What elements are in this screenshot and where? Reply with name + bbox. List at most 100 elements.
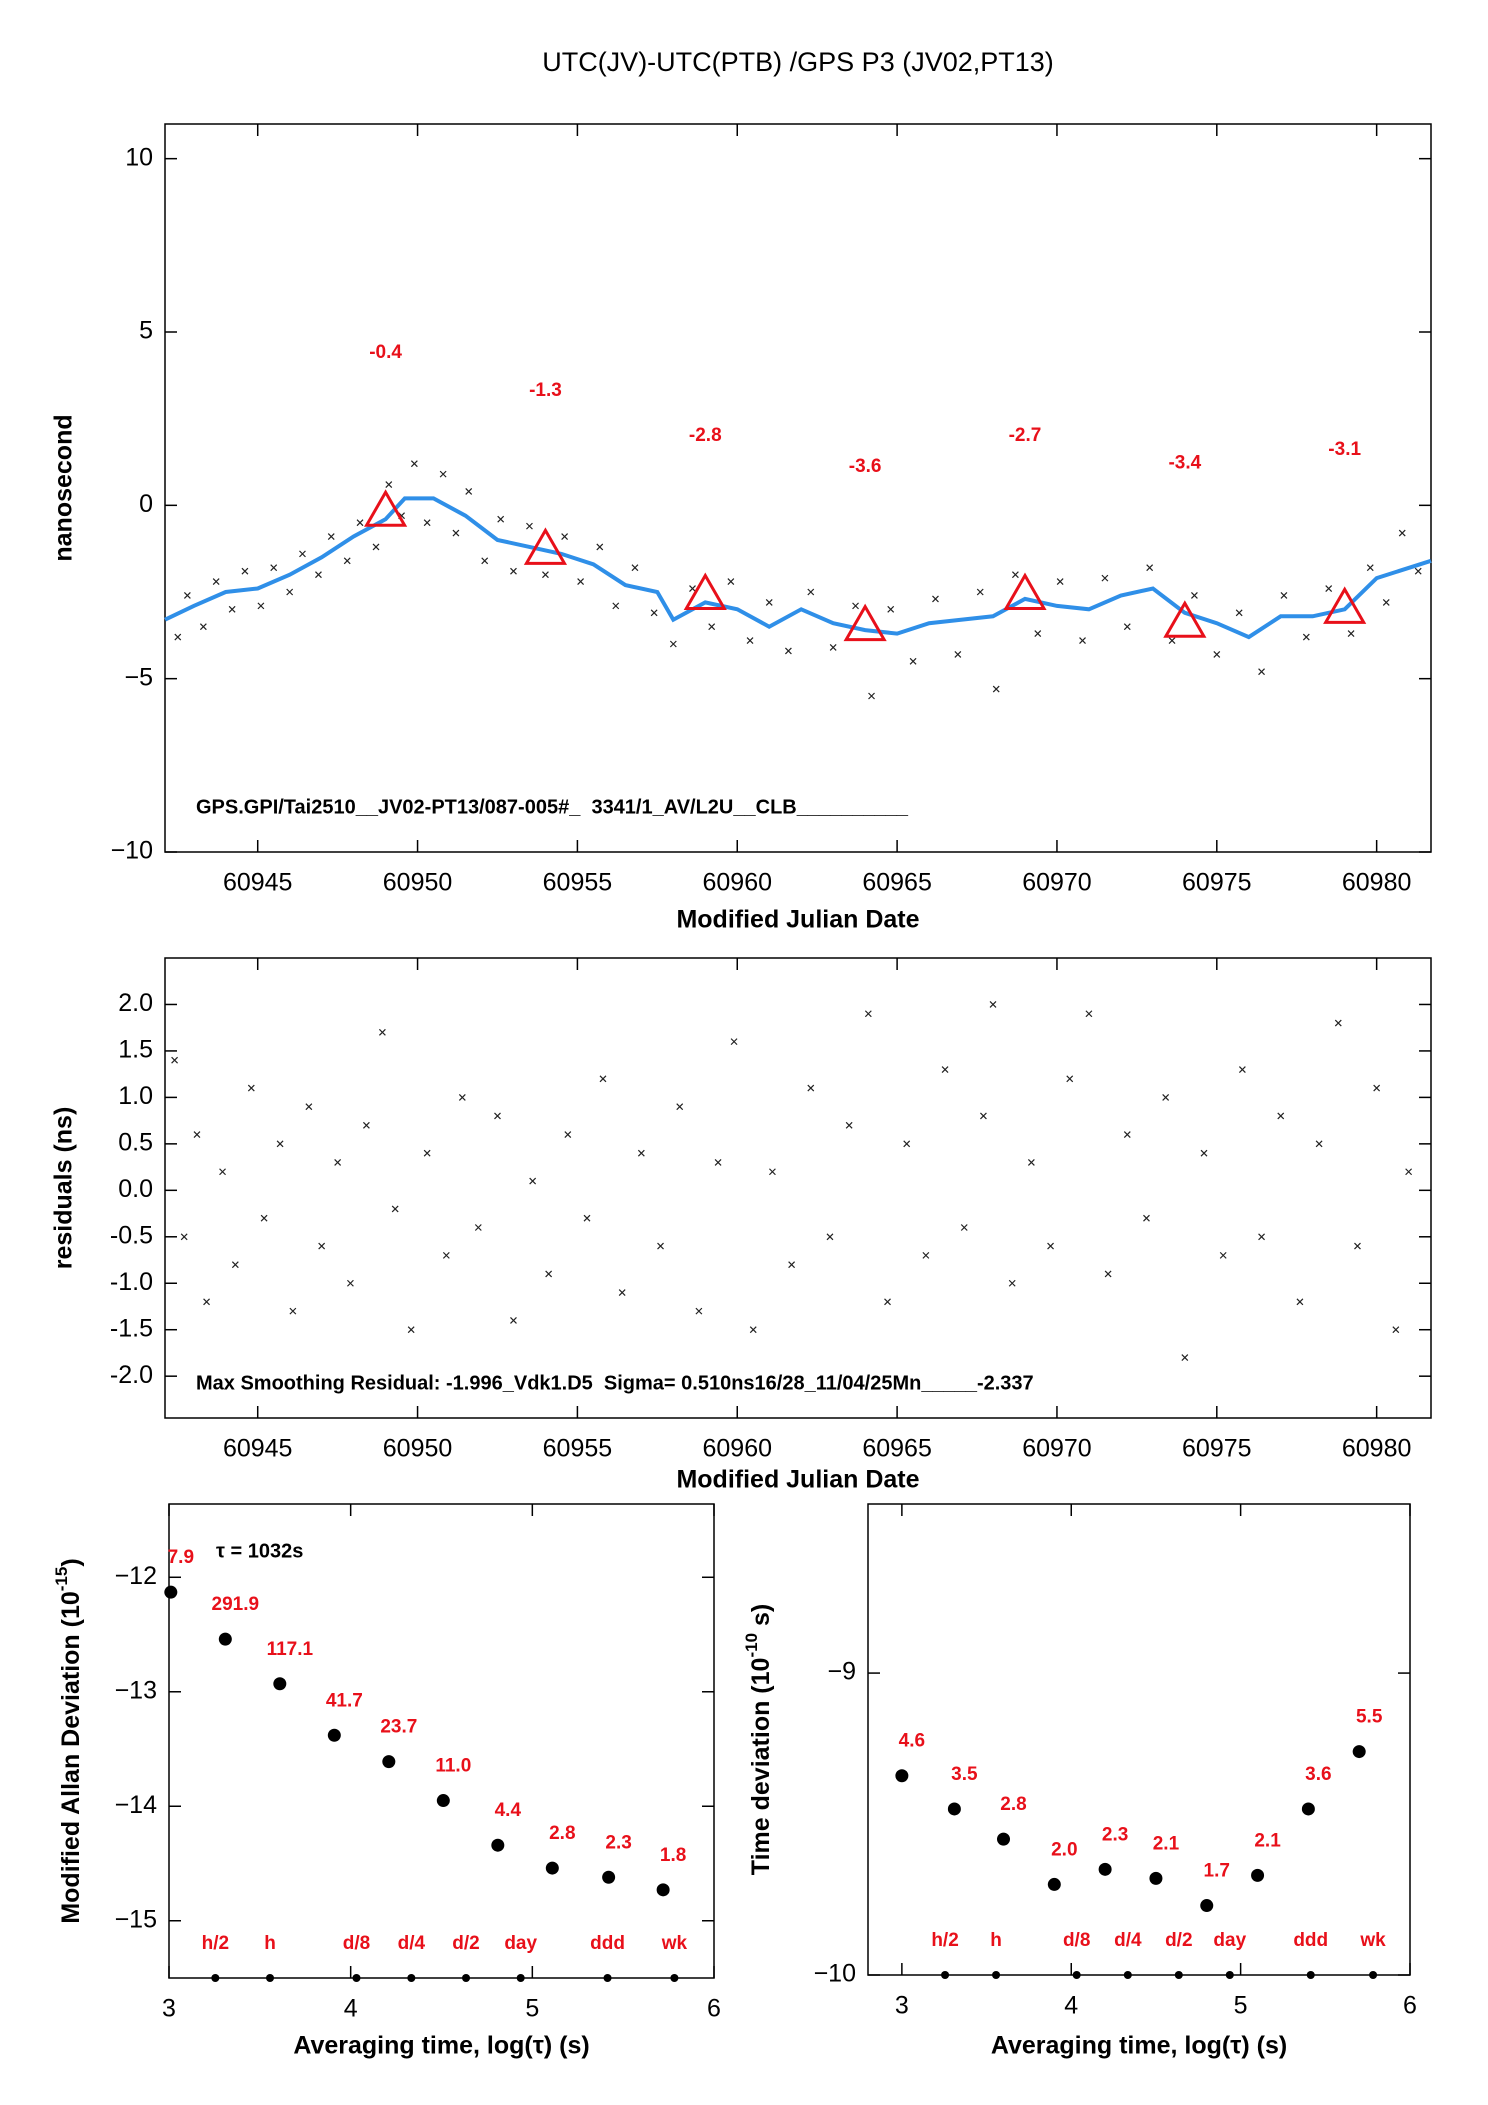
interval-label: h/2 <box>202 1933 229 1954</box>
interval-label: wk <box>661 1933 688 1954</box>
x-tick-label: 60980 <box>1342 1435 1412 1463</box>
data-point <box>1296 1298 1304 1306</box>
interval-marker <box>1369 1971 1378 1979</box>
data-point <box>765 598 773 606</box>
interval-marker <box>1306 1971 1315 1979</box>
data-point <box>1200 1149 1208 1157</box>
interval-marker <box>407 1974 416 1982</box>
data-point <box>183 592 191 599</box>
data-point <box>922 1251 930 1259</box>
data-point <box>1149 1871 1163 1885</box>
data-point <box>334 1159 342 1166</box>
y-axis-label: Time deviation (10-10 s) <box>742 1604 775 1875</box>
plot-frame <box>867 1503 1411 1976</box>
smoothed-line <box>164 496 1432 640</box>
point-label: -3.1 <box>1328 439 1361 460</box>
x-tick-label: 5 <box>525 1995 539 2023</box>
data-point <box>1008 1279 1016 1287</box>
x-tick-label: 60950 <box>383 869 453 897</box>
data-point <box>270 564 278 572</box>
point-label: 1.8 <box>660 1845 686 1866</box>
data-point <box>1027 1159 1035 1166</box>
data-point <box>180 1233 188 1241</box>
x-tick-label: 60950 <box>383 1435 453 1463</box>
interval-marker <box>941 1971 950 1979</box>
data-point <box>458 1093 466 1101</box>
data-point <box>1398 529 1406 537</box>
triangle-marker <box>523 527 568 565</box>
data-point <box>612 602 620 610</box>
data-point <box>452 529 460 537</box>
point-label: 2.3 <box>1102 1824 1128 1845</box>
plot-area: -0.4 -1.3 -2.8 -3.6 -2.7 -3.4 -3.1 <box>164 342 1432 700</box>
data-point <box>1235 609 1243 617</box>
data-point <box>1347 630 1355 638</box>
plot-area <box>171 1001 1413 1362</box>
interval-label: d/4 <box>1114 1930 1142 1951</box>
data-point <box>436 1794 450 1808</box>
plot-frame <box>164 123 1432 853</box>
triangle-marker <box>363 489 408 527</box>
data-point <box>174 633 182 641</box>
x-tick-label: 60945 <box>223 869 293 897</box>
data-point <box>864 1010 872 1018</box>
interval-marker <box>1225 1971 1234 1979</box>
data-point <box>954 650 962 658</box>
data-point <box>1047 1877 1061 1891</box>
data-point <box>730 1038 738 1046</box>
data-point <box>1104 1270 1112 1278</box>
data-point <box>193 1131 201 1138</box>
data-point <box>305 1103 313 1111</box>
data-point <box>494 1112 501 1120</box>
x-axis-label: Modified Julian Date <box>676 1466 919 1494</box>
point-label: 5.5 <box>1356 1707 1383 1728</box>
data-point <box>992 685 1000 693</box>
point-label: 1.7 <box>1204 1861 1230 1882</box>
interval-marker <box>352 1974 361 1982</box>
data-point <box>407 1326 415 1334</box>
point-label: -2.7 <box>1009 425 1042 446</box>
interval-marker <box>603 1974 612 1982</box>
data-point <box>1302 633 1310 641</box>
data-point <box>976 588 984 596</box>
data-point <box>219 1168 226 1176</box>
data-point <box>212 578 220 586</box>
interval-marker <box>462 1974 471 1982</box>
data-point <box>526 522 533 530</box>
data-point <box>997 1832 1010 1846</box>
data-point <box>768 1168 776 1176</box>
data-point <box>299 550 306 558</box>
interval-label: day <box>504 1933 537 1954</box>
data-point <box>257 602 265 610</box>
data-point <box>247 1084 255 1092</box>
panel: 3 4 5 6 −12 −13 −14 −15 Averaging time, log(τ) (… <box>52 1503 721 2060</box>
data-point <box>241 567 249 575</box>
data-point <box>1301 1802 1315 1816</box>
data-point <box>852 602 859 610</box>
data-point <box>637 1149 645 1157</box>
data-point <box>1251 1868 1265 1882</box>
data-point <box>650 609 658 617</box>
y-axis-label-part: Time deviation (10 <box>747 1658 775 1876</box>
data-point <box>356 519 364 527</box>
x-tick-label: 60965 <box>862 869 932 897</box>
data-point <box>1382 598 1390 606</box>
data-point <box>1098 1862 1112 1876</box>
data-point <box>545 1861 559 1875</box>
interval-label: d/2 <box>1165 1930 1192 1951</box>
annotation: Max Smoothing Residual: -1.996_Vdk1.D5 S… <box>196 1372 1034 1394</box>
interval-label: ddd <box>1293 1930 1328 1951</box>
interval-label: d/4 <box>398 1933 426 1954</box>
triangle-marker <box>1163 600 1207 638</box>
data-point <box>826 1233 834 1241</box>
point-label: 4.4 <box>495 1800 522 1821</box>
data-point <box>315 571 322 579</box>
data-point <box>171 1056 179 1064</box>
data-point <box>327 533 335 540</box>
data-point <box>903 1140 911 1148</box>
data-point <box>895 1769 909 1783</box>
data-point <box>561 533 569 540</box>
panel: 60945 60950 60955 60960 60965 60970 60975 60980… <box>50 123 1432 934</box>
data-point <box>1354 1242 1361 1250</box>
x-tick-label: 60970 <box>1022 869 1092 897</box>
